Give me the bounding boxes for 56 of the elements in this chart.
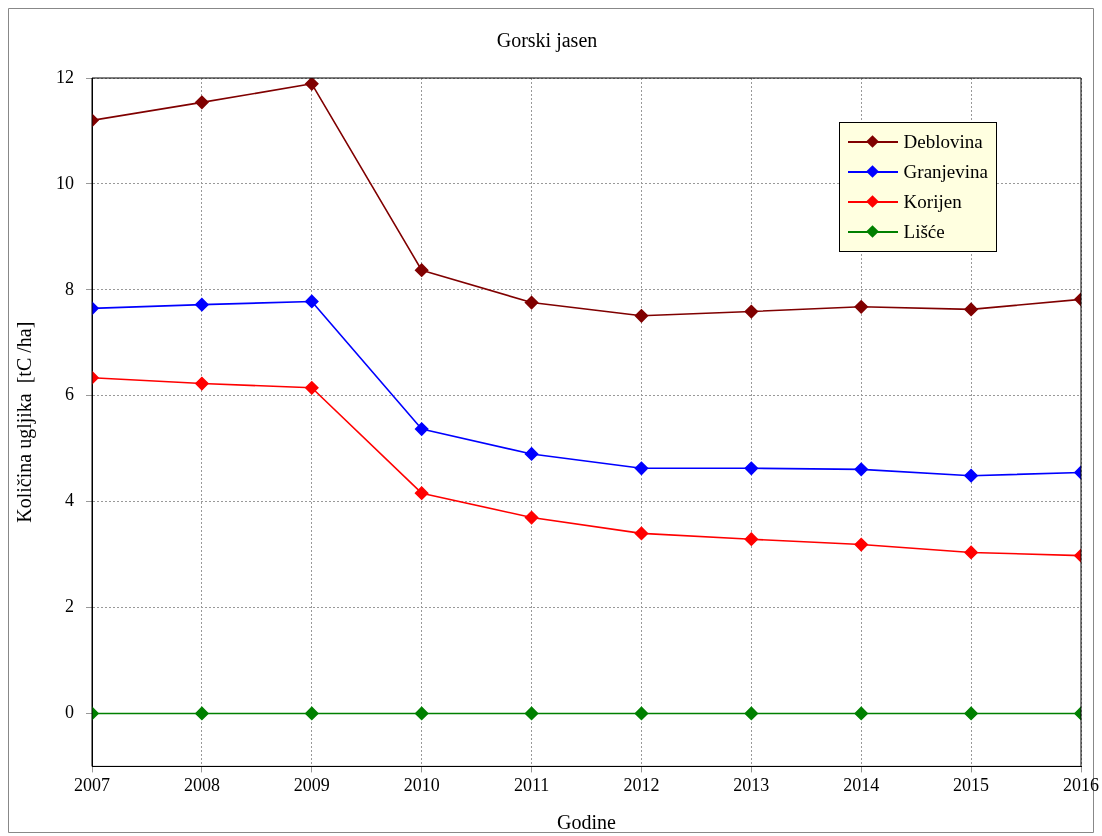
point <box>414 706 429 721</box>
x-tick-label: 2016 <box>1063 774 1099 795</box>
point <box>964 545 978 560</box>
point <box>854 706 869 721</box>
point <box>304 380 319 395</box>
x-tick-label: 2014 <box>843 774 880 795</box>
y-tick-label: 0 <box>65 702 74 723</box>
legend-label: Granjevina <box>903 161 988 183</box>
point <box>414 486 429 500</box>
x-tick-label: 2009 <box>293 774 330 795</box>
legend-label: Lišće <box>903 221 945 243</box>
point <box>854 537 869 552</box>
point <box>634 526 649 541</box>
point <box>854 299 869 314</box>
legend-label: Deblovina <box>903 131 983 153</box>
y-tick-label: 6 <box>65 384 74 405</box>
x-tick-label: 2007 <box>74 774 110 795</box>
point <box>634 308 649 323</box>
point <box>744 461 759 476</box>
point <box>964 706 978 721</box>
chart-title: Gorski jasen <box>496 29 598 53</box>
point <box>195 376 209 391</box>
y-tick-label: 8 <box>65 278 74 299</box>
x-axis-title: Godine <box>557 811 617 834</box>
point <box>524 706 539 721</box>
x-tick-label: 2011 <box>513 774 550 795</box>
point <box>744 304 759 319</box>
point <box>304 78 319 91</box>
x-tick-label: 2015 <box>953 774 990 795</box>
point <box>524 295 539 310</box>
point <box>524 447 539 461</box>
x-tick-label: 2010 <box>403 774 440 795</box>
point <box>304 706 319 721</box>
legend-label: Korijen <box>903 191 962 213</box>
point <box>414 422 429 436</box>
point <box>634 706 649 721</box>
point <box>744 706 759 721</box>
x-tick-label: 2012 <box>623 774 660 795</box>
y-tick-label: 2 <box>65 596 74 617</box>
y-axis-title: Količina ugljika [tC /ha] <box>13 321 37 523</box>
y-tick-label: 4 <box>65 490 74 511</box>
point <box>964 468 978 483</box>
point <box>195 297 209 312</box>
x-tick-label: 2008 <box>183 774 220 795</box>
point <box>964 302 978 317</box>
point <box>634 461 649 476</box>
point <box>195 706 209 721</box>
point <box>304 294 319 309</box>
point <box>524 510 539 525</box>
x-tick-label: 2013 <box>733 774 770 795</box>
point <box>414 263 429 278</box>
point <box>195 95 209 110</box>
point <box>744 532 759 547</box>
y-tick-label: 10 <box>56 172 74 193</box>
point <box>854 462 869 477</box>
y-tick-label: 12 <box>56 66 74 87</box>
